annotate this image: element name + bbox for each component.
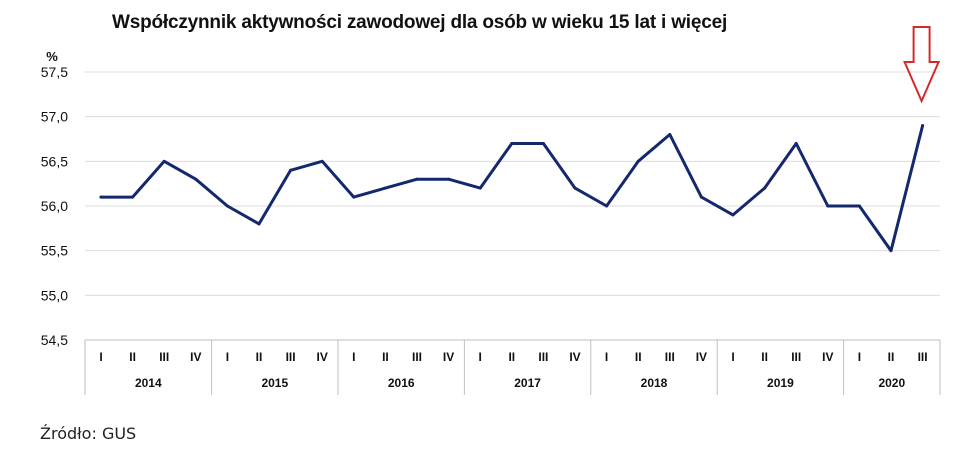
quarter-tick-label: IV: [317, 350, 328, 364]
y-tick-label: 56,5: [41, 153, 68, 169]
y-tick-label: 56,0: [41, 198, 68, 214]
year-tick-label: 2018: [641, 376, 668, 390]
quarter-tick-label: IV: [443, 350, 454, 364]
data-point: [162, 159, 166, 163]
data-point: [668, 133, 672, 137]
quarter-tick-label: I: [352, 350, 355, 364]
quarter-tick-label: II: [761, 350, 768, 364]
quarter-tick-label: IV: [696, 350, 707, 364]
year-tick-label: 2017: [514, 376, 541, 390]
year-tick-label: 2020: [878, 376, 905, 390]
quarter-tick-label: III: [159, 350, 169, 364]
data-point: [415, 177, 419, 181]
quarter-tick-label: I: [479, 350, 482, 364]
data-point: [289, 168, 293, 172]
year-tick-label: 2014: [135, 376, 162, 390]
y-tick-label: 57,0: [41, 109, 68, 125]
data-point: [478, 186, 482, 190]
quarter-tick-label: III: [665, 350, 675, 364]
quarter-tick-label: I: [99, 350, 102, 364]
data-point: [699, 195, 703, 199]
quarter-tick-label: I: [605, 350, 608, 364]
quarter-tick-label: III: [791, 350, 801, 364]
annotations: [903, 26, 941, 104]
y-tick-label: 54,5: [41, 332, 68, 348]
year-tick-label: 2015: [261, 376, 288, 390]
year-tick-label: 2019: [767, 376, 794, 390]
year-tick-label: 2016: [388, 376, 415, 390]
data-point: [131, 195, 135, 199]
quarter-tick-label: III: [286, 350, 296, 364]
data-point: [857, 204, 861, 208]
quarter-tick-label: II: [888, 350, 895, 364]
data-point: [826, 204, 830, 208]
data-point: [541, 141, 545, 145]
chart-title: Współczynnik aktywności zawodowej dla os…: [112, 12, 728, 33]
data-point: [352, 195, 356, 199]
quarter-tick-label: II: [129, 350, 136, 364]
data-point: [763, 186, 767, 190]
quarter-tick-label: II: [635, 350, 642, 364]
y-axis-label: %: [46, 49, 58, 64]
data-point: [605, 204, 609, 208]
quarter-tick-label: IV: [190, 350, 201, 364]
down-arrow-icon: [903, 26, 941, 104]
quarter-tick-label: I: [226, 350, 229, 364]
data-point: [320, 159, 324, 163]
quarter-tick-label: II: [508, 350, 515, 364]
data-point: [794, 141, 798, 145]
data-point: [889, 249, 893, 253]
data-point: [447, 177, 451, 181]
source-note: Źródło: GUS: [40, 424, 137, 443]
data-point: [921, 124, 925, 128]
series: [99, 124, 925, 253]
data-point: [225, 204, 229, 208]
data-point: [99, 195, 103, 199]
quarter-tick-label: IV: [822, 350, 833, 364]
data-point: [257, 222, 261, 226]
data-point: [194, 177, 198, 181]
y-axis: 57,5 57,0 56,5 56,0 55,5 55,0 54,5%: [41, 49, 68, 348]
quarter-tick-label: II: [256, 350, 263, 364]
gridlines: [85, 71, 940, 296]
y-tick-label: 55,0: [41, 287, 68, 303]
x-axis: I II III IV I II III IV I II III IV I II III IV I II III IV…: [84, 339, 941, 395]
quarter-tick-label: III: [918, 350, 928, 364]
data-point: [573, 186, 577, 190]
y-tick-label: 55,5: [41, 243, 68, 259]
y-tick-label: 57,5: [41, 64, 68, 80]
data-point: [510, 141, 514, 145]
quarter-tick-label: IV: [569, 350, 580, 364]
quarter-tick-label: III: [412, 350, 422, 364]
data-point: [731, 213, 735, 217]
quarter-tick-label: I: [731, 350, 734, 364]
quarter-tick-label: II: [382, 350, 389, 364]
quarter-tick-label: I: [858, 350, 861, 364]
data-point: [636, 159, 640, 163]
quarter-tick-label: III: [538, 350, 548, 364]
data-point: [383, 186, 387, 190]
